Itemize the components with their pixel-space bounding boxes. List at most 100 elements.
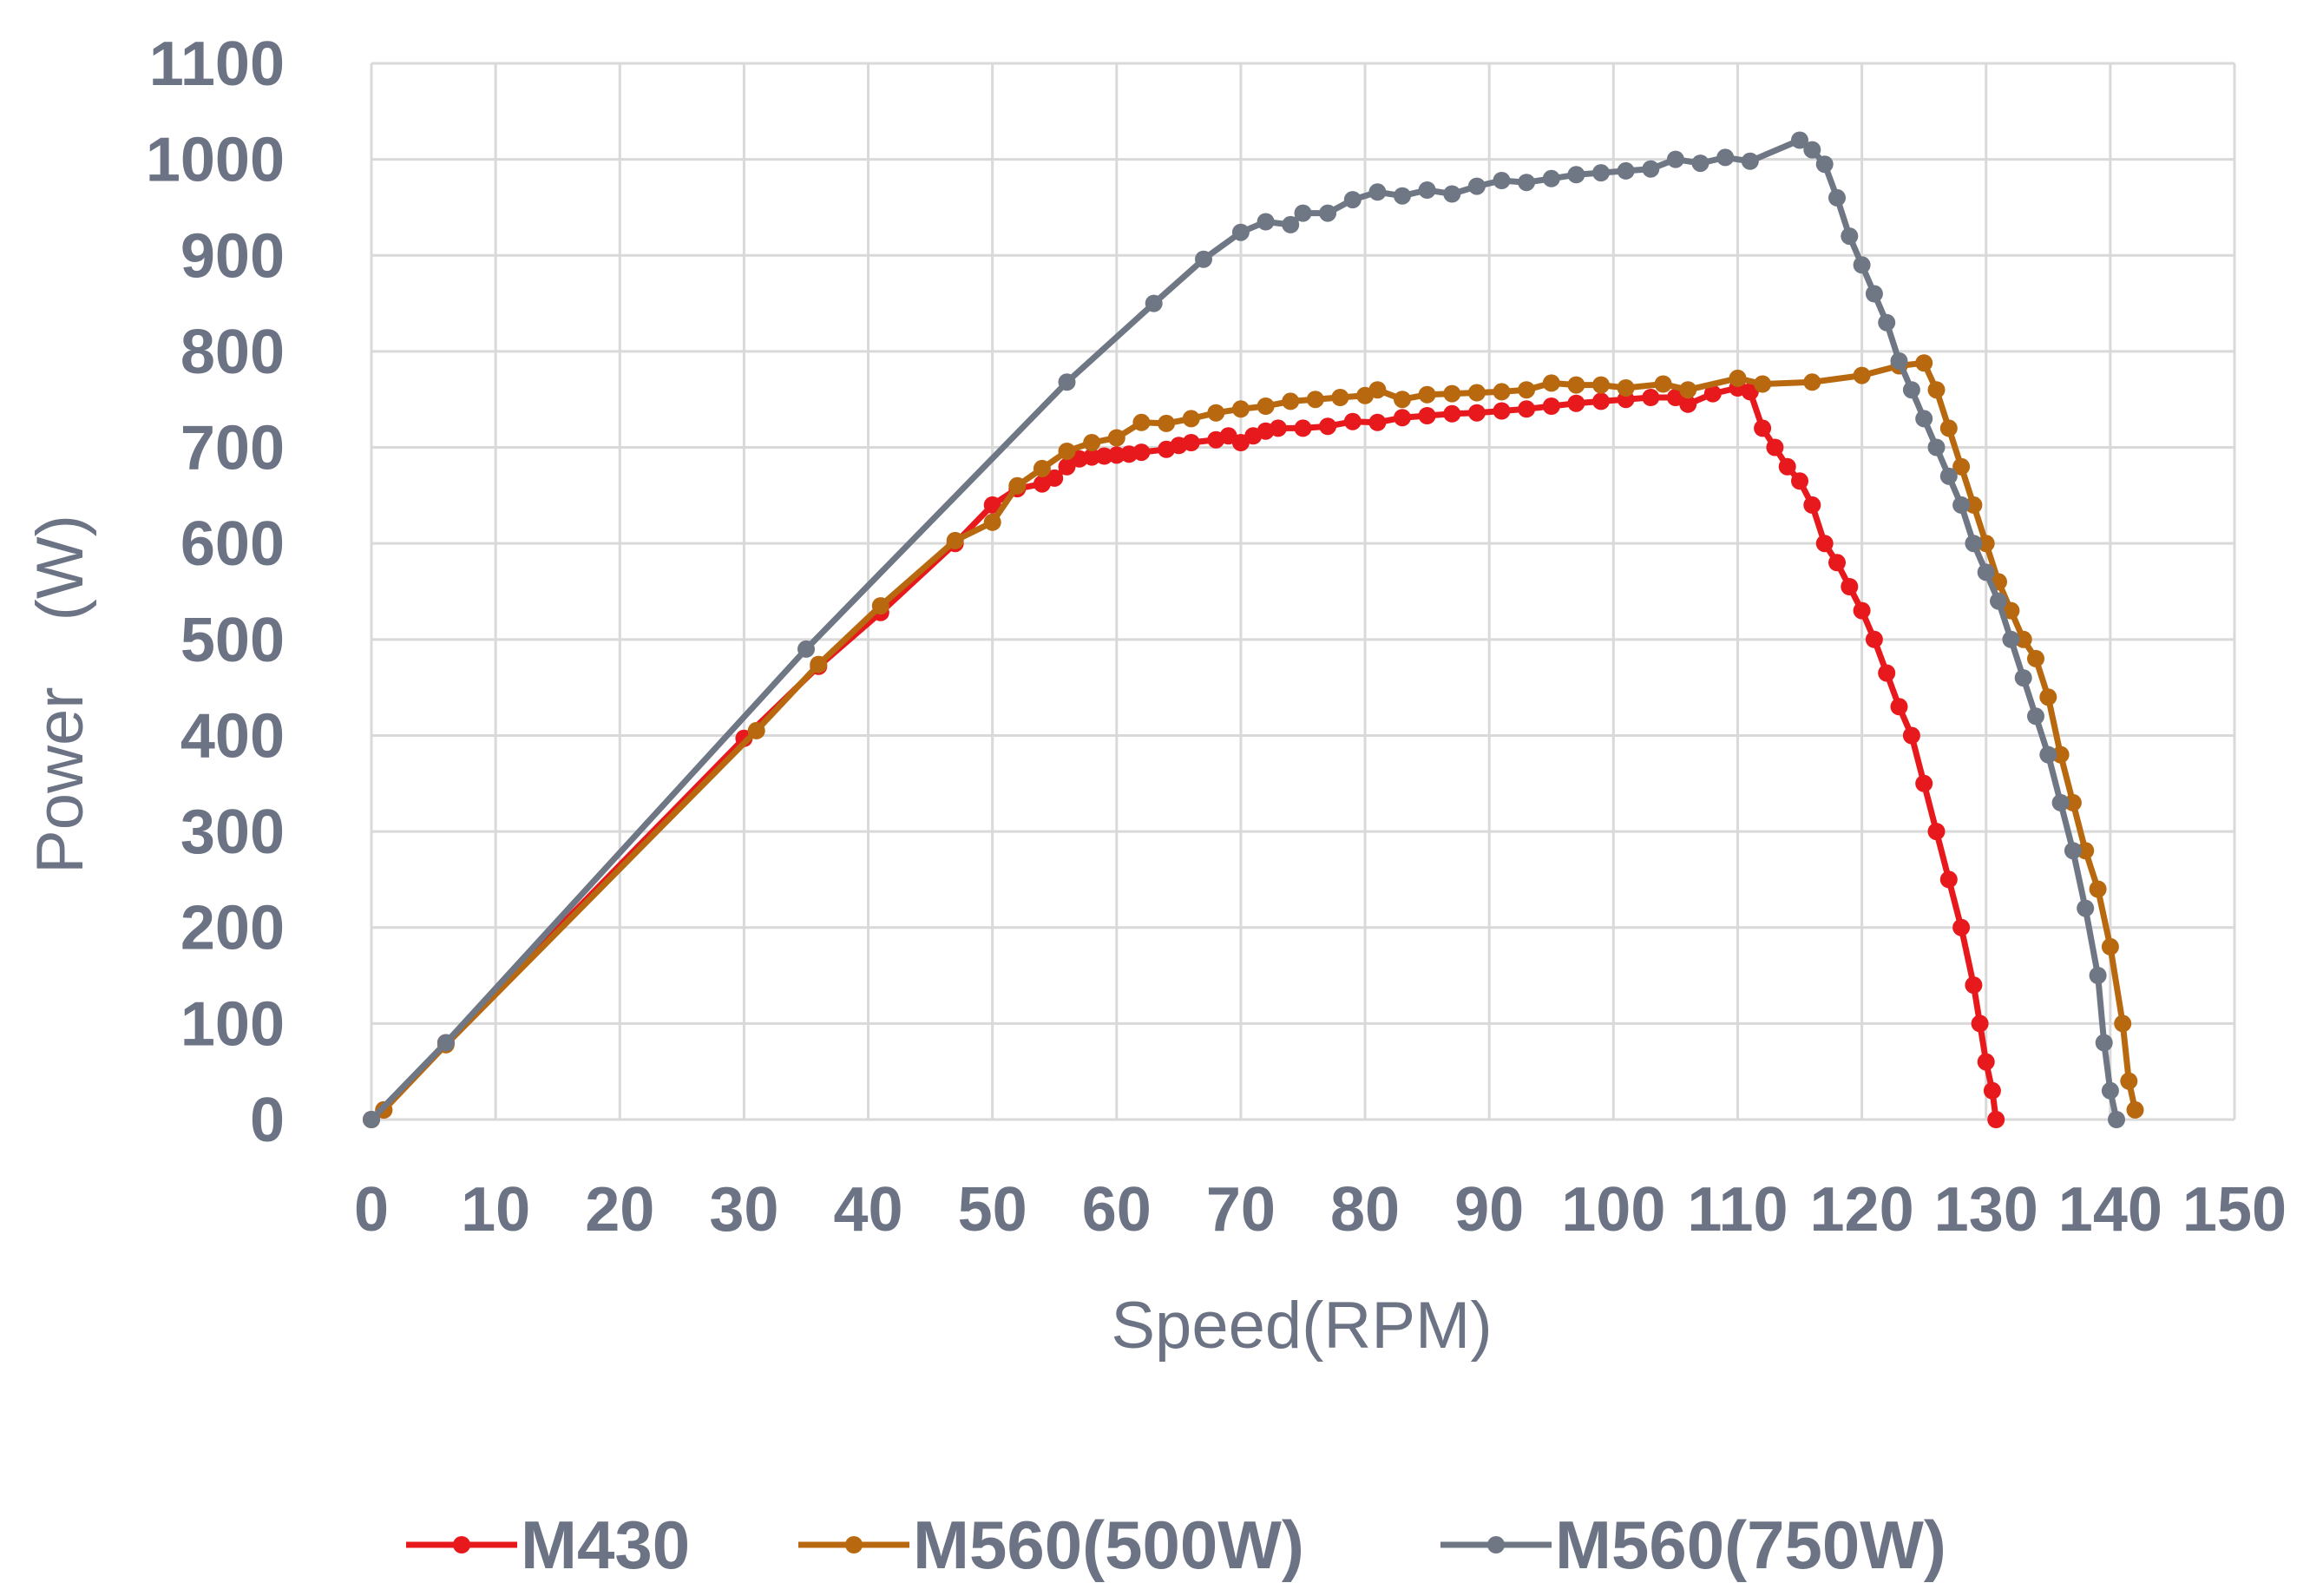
data-point — [1592, 164, 1610, 182]
data-point — [1207, 404, 1225, 422]
data-point — [2126, 1100, 2144, 1119]
legend-marker-icon — [845, 1536, 863, 1553]
data-point — [1878, 664, 1896, 682]
legend-label: M430 — [521, 1507, 690, 1583]
y-tick-label: 200 — [180, 894, 285, 963]
x-tick-label: 40 — [833, 1175, 902, 1245]
y-tick-label: 700 — [180, 414, 285, 483]
data-point — [1778, 457, 1796, 476]
data-point — [1518, 400, 1536, 418]
data-point — [2089, 967, 2107, 984]
x-tick-label: 110 — [1687, 1175, 1788, 1245]
data-point — [1828, 554, 1846, 572]
data-point — [2027, 707, 2044, 726]
x-tick-label: 70 — [1206, 1175, 1276, 1245]
data-point — [1865, 285, 1883, 303]
data-point — [1965, 496, 1983, 514]
series-line — [368, 137, 2120, 1123]
data-point — [1679, 395, 1697, 413]
data-point — [1990, 592, 2007, 610]
data-point — [1642, 160, 1660, 178]
data-point — [1977, 535, 1995, 553]
series-2 — [363, 354, 2144, 1128]
data-point — [1729, 369, 1747, 387]
data-point — [2039, 688, 2057, 706]
data-point — [1841, 227, 1859, 246]
data-point — [2101, 937, 2119, 956]
data-point — [1394, 409, 1411, 427]
data-point — [1939, 419, 1958, 437]
legend-item: M560(750W) — [1440, 1507, 1946, 1583]
data-point — [2064, 842, 2082, 860]
x-tick-label: 20 — [585, 1175, 654, 1245]
data-point — [1952, 918, 1971, 936]
data-point — [1965, 535, 1983, 553]
data-point — [1654, 375, 1672, 393]
data-point — [871, 597, 889, 615]
data-point — [1182, 410, 1200, 428]
data-point — [2051, 745, 2070, 764]
data-point — [1617, 379, 1635, 397]
data-point — [1319, 417, 1337, 436]
data-point — [1592, 376, 1610, 394]
y-tick-label: 800 — [180, 318, 285, 387]
x-tick-label: 150 — [2182, 1175, 2287, 1245]
data-point — [1058, 373, 1076, 391]
data-point — [1915, 774, 1933, 792]
data-point — [1343, 412, 1362, 430]
data-point — [1977, 563, 1995, 581]
data-point — [1939, 467, 1958, 485]
data-point — [1182, 434, 1200, 451]
data-point — [1493, 383, 1511, 401]
data-point — [2077, 899, 2095, 917]
data-point — [2039, 745, 2057, 764]
data-point — [1394, 187, 1411, 205]
x-tick-label: 140 — [2058, 1175, 2162, 1245]
data-point — [1939, 870, 1958, 889]
data-point — [1343, 191, 1362, 209]
data-point — [1257, 397, 1275, 415]
data-point — [1927, 823, 1946, 841]
data-point — [1666, 150, 1684, 168]
data-point — [2027, 649, 2044, 667]
data-point — [1965, 976, 1983, 995]
data-point — [1443, 404, 1461, 423]
series-lines — [363, 131, 2144, 1128]
data-point — [1195, 250, 1212, 268]
data-point — [2108, 1111, 2125, 1128]
data-point — [1331, 389, 1349, 406]
data-point — [1878, 313, 1896, 332]
x-tick-label: 0 — [354, 1175, 389, 1245]
data-point — [1083, 434, 1101, 451]
data-point — [1853, 256, 1871, 274]
data-point — [1853, 601, 1871, 620]
data-point — [1443, 185, 1461, 203]
legend: M430 M560(500W) M560(750W) — [406, 1507, 1946, 1583]
y-tick-label: 0 — [250, 1086, 285, 1155]
data-point — [1815, 155, 1834, 174]
data-point — [1231, 400, 1250, 418]
data-point — [2014, 630, 2032, 648]
legend-item: M560(500W) — [798, 1507, 1304, 1583]
data-point — [1927, 381, 1946, 399]
data-point — [2002, 630, 2020, 648]
data-point — [1927, 438, 1946, 456]
data-point — [1952, 457, 1971, 476]
y-axis-title: Power (W) — [23, 515, 97, 874]
data-point — [1567, 166, 1585, 184]
data-point — [1815, 535, 1834, 553]
series-1 — [363, 379, 2005, 1128]
data-point — [1952, 496, 1971, 514]
data-point — [1145, 294, 1163, 312]
y-tick-label: 100 — [180, 989, 285, 1059]
data-point — [1971, 1015, 1989, 1033]
data-point — [436, 1034, 455, 1052]
series-line — [368, 384, 1999, 1123]
data-point — [1008, 476, 1027, 495]
data-point — [1368, 413, 1387, 431]
data-point — [1418, 407, 1436, 424]
y-tick-label: 1000 — [146, 126, 285, 195]
data-point — [1617, 161, 1635, 180]
y-tick-label: 500 — [180, 606, 285, 675]
data-point — [1567, 394, 1585, 412]
